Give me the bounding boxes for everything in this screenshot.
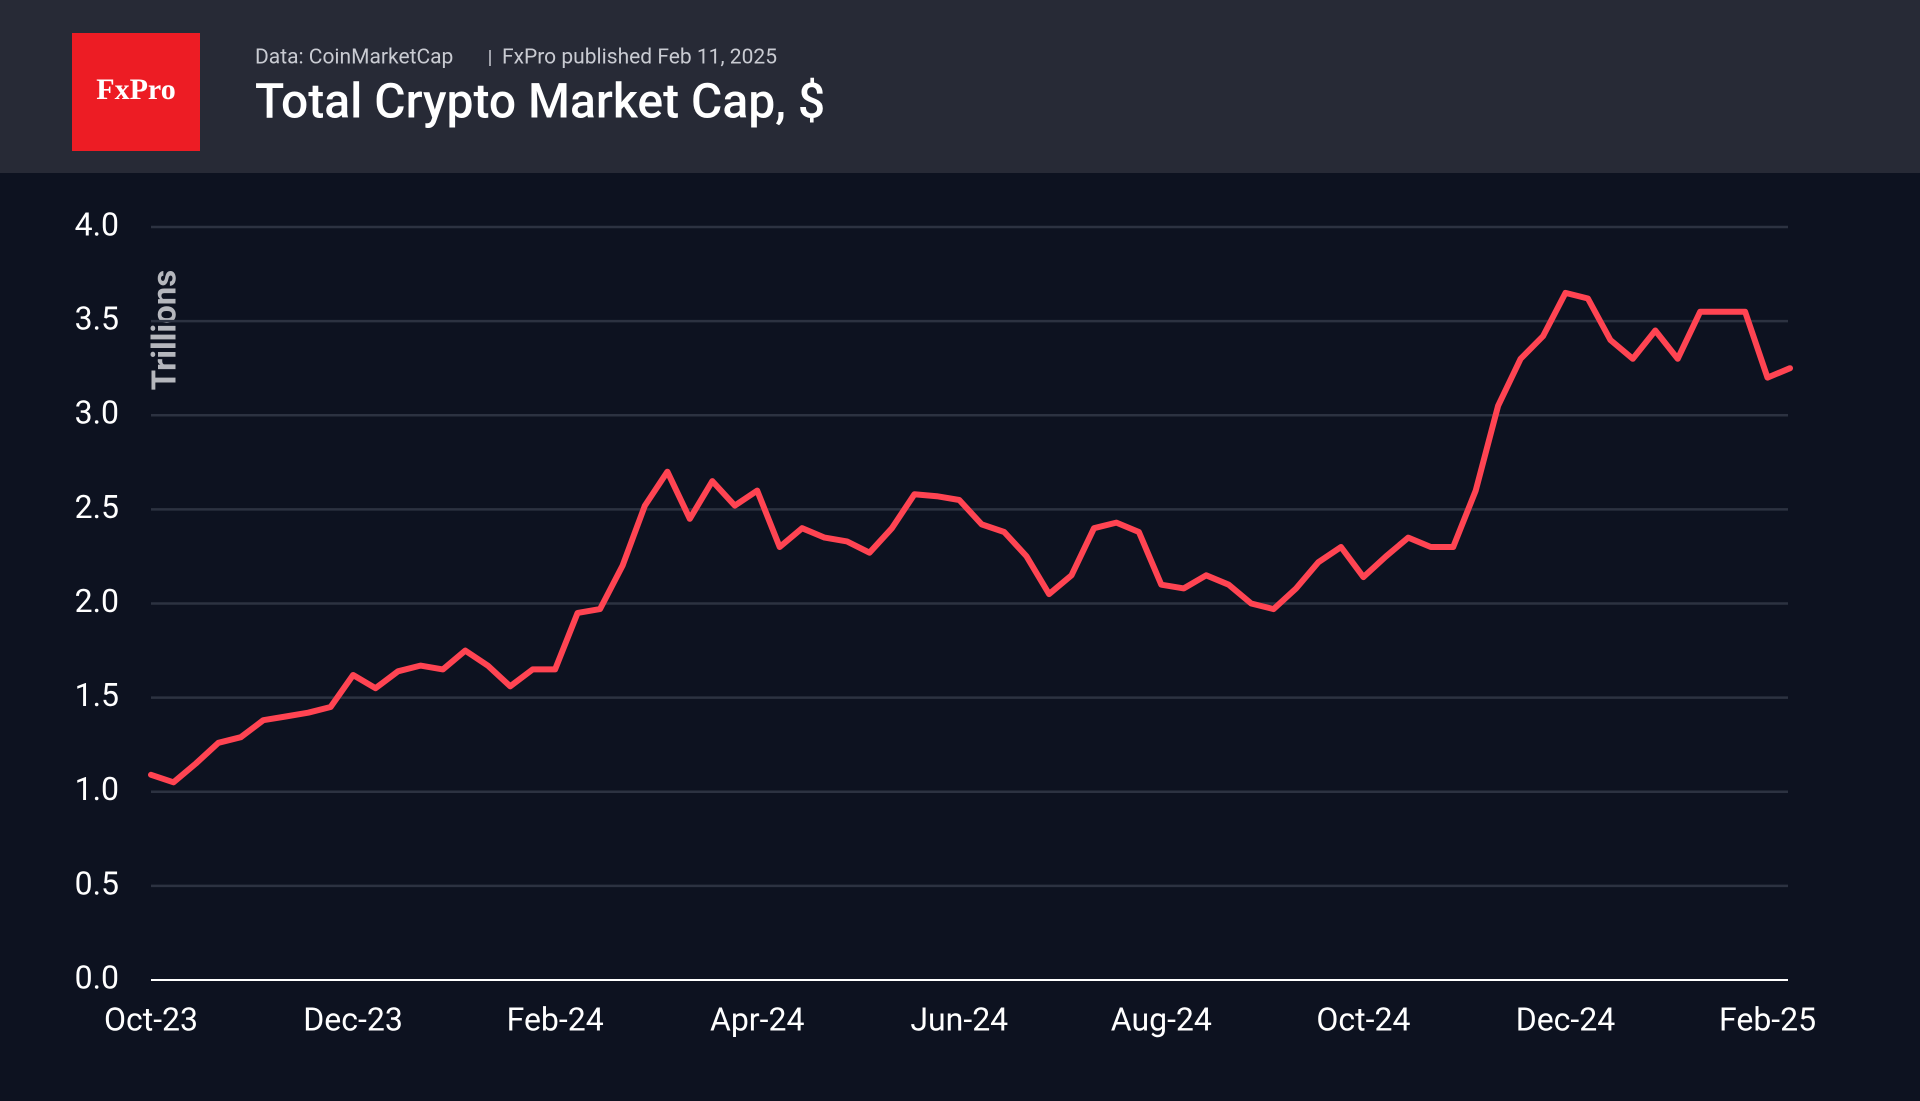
x-tick-label: Dec-24 <box>1516 1000 1616 1038</box>
y-tick-label: 1.0 <box>75 770 119 808</box>
y-tick-label: 2.5 <box>75 488 119 526</box>
x-tick-label: Aug-24 <box>1111 1000 1212 1038</box>
y-axis-label: Trillions <box>146 270 185 390</box>
published: FxPro published Feb 11, 2025 <box>502 46 777 70</box>
x-tick-label: Jun-24 <box>910 1000 1008 1038</box>
header <box>0 0 1920 173</box>
logo: FxPro <box>96 73 175 106</box>
x-tick-label: Dec-23 <box>303 1000 403 1038</box>
x-tick-label: Feb-24 <box>507 1000 604 1038</box>
line <box>148 289 1793 786</box>
x-tick-label: Oct-23 <box>104 1000 198 1038</box>
x-tick-label: Feb-25 <box>1719 1000 1816 1038</box>
x-tick-label: Oct-24 <box>1316 1000 1410 1038</box>
logo-box <box>72 33 200 151</box>
x-tick-label: Apr-24 <box>710 1000 805 1038</box>
chart-title: Total Crypto Market Cap, $ <box>255 73 825 130</box>
y-tick-label: 3.0 <box>75 394 119 432</box>
y-tick-label: 3.5 <box>75 300 119 338</box>
y-tick-label: 0.5 <box>75 864 119 902</box>
y-tick-label: 0.0 <box>75 958 119 996</box>
y-tick-label: 2.0 <box>75 582 119 620</box>
y-tick-label: 1.5 <box>75 676 119 714</box>
source: Data: CoinMarketCap <box>255 46 453 70</box>
y-tick-label: 4.0 <box>75 205 119 243</box>
